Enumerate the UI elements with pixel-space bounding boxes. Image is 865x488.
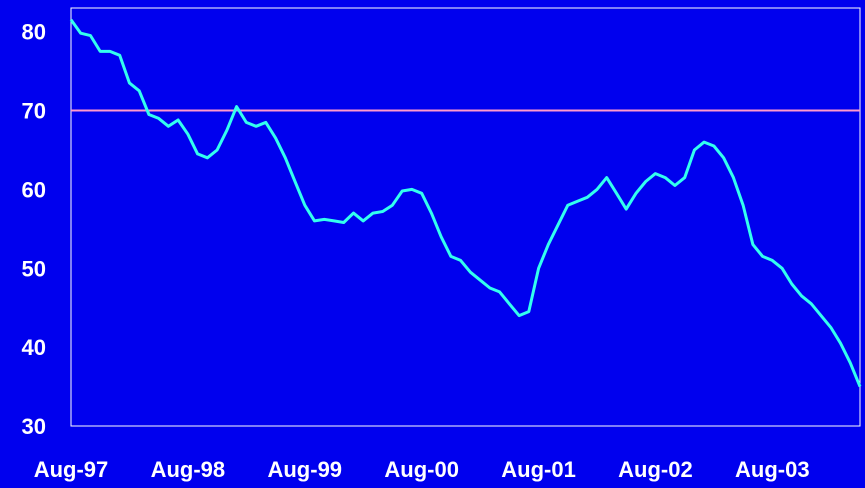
x-tick-label: Aug-01 <box>501 457 576 482</box>
y-tick-label: 80 <box>22 20 46 45</box>
plot-area <box>70 7 861 427</box>
y-tick-label: 60 <box>22 177 46 202</box>
x-tick-label: Aug-98 <box>151 457 226 482</box>
x-tick-label: Aug-00 <box>384 457 459 482</box>
y-axis: 30 40 50 60 70 80 <box>22 20 46 439</box>
y-tick-label: 50 <box>22 256 46 281</box>
y-tick-label: 40 <box>22 335 46 360</box>
x-tick-label: Aug-97 <box>34 457 109 482</box>
x-axis: Aug-97 Aug-98 Aug-99 Aug-00 Aug-01 Aug-02 Aug-… <box>34 457 810 482</box>
y-tick-label: 70 <box>22 99 46 124</box>
x-tick-label: Aug-99 <box>267 457 342 482</box>
x-tick-label: Aug-03 <box>735 457 810 482</box>
x-tick-label: Aug-02 <box>618 457 693 482</box>
series-line <box>69 18 862 388</box>
y-tick-label: 30 <box>22 414 46 439</box>
